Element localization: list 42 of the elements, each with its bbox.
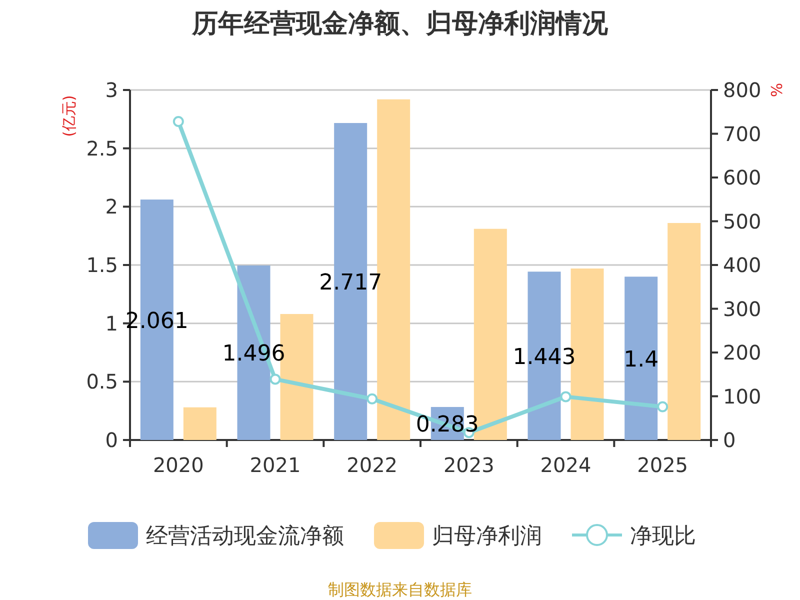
x-tick-label: 2024	[540, 453, 592, 477]
bar	[668, 223, 701, 440]
text: 制图数据来自数据库	[328, 580, 472, 599]
y-tick-label: 0	[105, 428, 118, 452]
legend-label: 经营活动现金流净额	[146, 524, 344, 549]
chart-title: 历年经营现金净额、归母净利润情况	[191, 9, 609, 39]
x-tick-label: 2023	[443, 453, 494, 477]
y-tick-label: 1	[105, 311, 118, 336]
x-tick-label: 2020	[152, 453, 204, 477]
y2-tick-label: 0	[723, 428, 736, 452]
y2-axis-title: %	[768, 82, 786, 98]
point	[270, 374, 281, 385]
data-label: 1.496	[222, 342, 286, 367]
bar	[624, 276, 658, 440]
y2-tick-label: 300	[723, 296, 762, 321]
x-tick-label: 2025	[637, 453, 688, 477]
point	[366, 393, 378, 404]
y2-tick-label: 600	[723, 166, 762, 190]
data-label: 1.4	[624, 347, 659, 372]
y-tick-label: 3	[105, 78, 118, 102]
point	[172, 116, 184, 127]
legend-label: 归母净利润	[432, 524, 542, 549]
y-tick-label: 0.5	[86, 370, 118, 394]
y2-tick-label: 500	[723, 209, 762, 234]
y-tick-label: 1.5	[86, 253, 118, 277]
y-axis-title: (亿元)	[60, 95, 78, 137]
y-tick-label: 2	[105, 194, 118, 219]
y2-tick-label: 700	[723, 122, 762, 146]
data-label: 1.443	[512, 344, 576, 370]
data-label: 2.717	[319, 270, 382, 296]
y-tick-label: 2.5	[86, 136, 118, 160]
y2-tick-label: 800	[723, 78, 762, 102]
y2-tick-label: 200	[723, 340, 762, 364]
x-tick-label: 2022	[346, 453, 398, 477]
y2-tick-label: 100	[723, 384, 762, 408]
point	[560, 391, 572, 402]
point	[657, 401, 668, 412]
y2-tick-label: 400	[723, 253, 762, 277]
data-label: 0.283	[416, 412, 479, 438]
bar	[183, 407, 216, 440]
x-tick-label: 2021	[250, 453, 301, 477]
legend-label: 净现比	[630, 524, 696, 549]
